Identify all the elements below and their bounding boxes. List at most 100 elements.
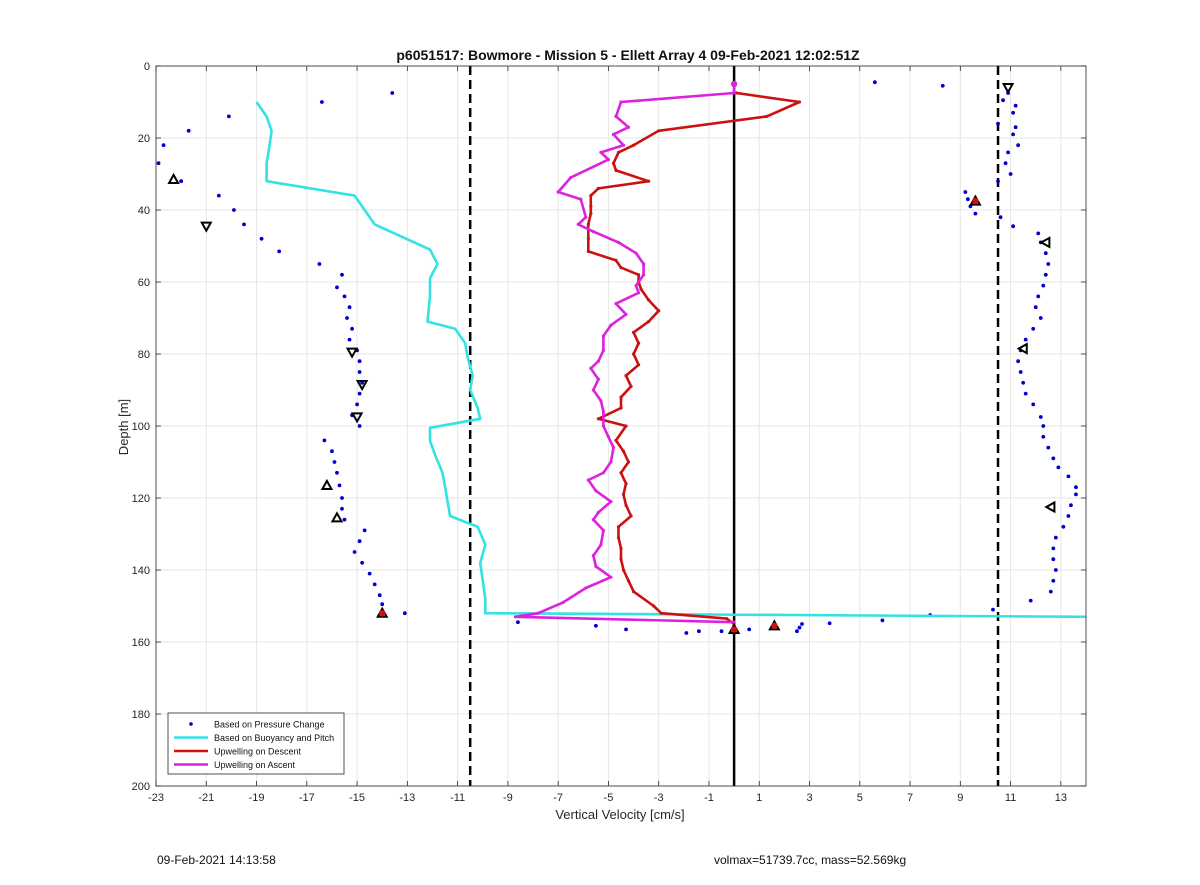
pressure-change-point [161, 143, 166, 148]
series-vertex-2 [797, 100, 802, 104]
pressure-change-point [1074, 485, 1078, 490]
series-vertex-2 [624, 424, 628, 428]
series-vertex-3 [626, 125, 631, 129]
pressure-change-point [1051, 456, 1056, 461]
pressure-change-point [337, 483, 342, 488]
pressure-change-point [1051, 546, 1056, 551]
x-tick-label: -7 [553, 792, 563, 804]
pressure-change-point [355, 402, 359, 407]
series-vertex-2 [647, 320, 651, 324]
y-tick-label: 160 [132, 637, 150, 649]
pressure-change-point [624, 627, 628, 632]
series-vertex-2 [765, 114, 769, 118]
triangle-up-marker [320, 478, 334, 490]
series-vertex-3 [579, 197, 583, 201]
pressure-change-point [1053, 568, 1058, 572]
legend-label: Upwelling on Descent [214, 747, 302, 757]
pressure-change-point [1031, 326, 1036, 331]
pressure-change-point [973, 211, 978, 216]
x-tick-label: 7 [907, 792, 913, 804]
pressure-change-point [1074, 492, 1078, 497]
pressure-change-point [697, 629, 701, 634]
series-vertex-3 [561, 600, 565, 605]
series-vertex-2 [619, 546, 623, 551]
pressure-change-point [516, 620, 520, 625]
pressure-change-point [377, 593, 382, 598]
series-layer [156, 80, 1087, 635]
pressure-change-point [277, 249, 282, 254]
pressure-change-point [335, 470, 339, 475]
pressure-change-point [232, 208, 236, 212]
series-vertex-2 [652, 604, 656, 608]
series-vertex-2 [619, 266, 623, 270]
x-tick-label: 3 [806, 792, 812, 804]
x-tick-label: -13 [399, 792, 415, 804]
x-tick-label: 11 [1005, 792, 1016, 804]
series-vertex-2 [624, 482, 628, 486]
series-vertex-2 [626, 460, 631, 464]
series-vertex-3 [584, 586, 588, 590]
y-tick-label: 120 [132, 493, 150, 505]
pressure-change-point [226, 114, 231, 119]
triangle-left-marker [1044, 500, 1056, 514]
series-vertex-2 [586, 249, 590, 253]
y-tick-label: 20 [138, 133, 150, 145]
series-vertex-3 [591, 230, 595, 234]
x-tick-label: -23 [148, 792, 164, 804]
pressure-change-point [1031, 402, 1036, 407]
highlight-dot-marker [972, 197, 979, 205]
series-vertex-3 [601, 471, 606, 475]
pressure-change-point [367, 571, 372, 576]
series-vertex-2 [647, 298, 651, 302]
series-vertex-2 [614, 438, 618, 442]
series-vertex-3 [634, 251, 638, 255]
marker-layer [167, 80, 1056, 634]
pressure-change-point [1043, 272, 1048, 277]
series-vertex-2 [619, 406, 623, 410]
triangle-down-marker [355, 380, 369, 392]
series-vertex-3 [636, 291, 641, 295]
pressure-change-point [1011, 224, 1016, 229]
series-vertex-3 [599, 150, 603, 154]
pressure-change-point [1028, 598, 1033, 603]
triangle-up-marker [167, 172, 180, 184]
series-vertex-3 [596, 510, 600, 514]
pressure-change-point [1061, 524, 1066, 529]
highlight-dot-marker [379, 610, 386, 617]
legend-swatch [189, 722, 193, 726]
pressure-change-point [963, 190, 968, 194]
pressure-change-point [186, 128, 191, 133]
x-tick-label: 13 [1055, 792, 1067, 804]
series-vertex-2 [629, 384, 633, 388]
pressure-change-point [996, 179, 1000, 184]
pressure-change-point [795, 629, 799, 634]
y-tick-labels: 0 20 40 60 80 100 120 140 160 180 200 [132, 61, 150, 793]
series-vertex-3 [621, 143, 626, 147]
x-tick-label: -17 [299, 792, 315, 804]
series-vertex-2 [621, 449, 626, 453]
series-vertex-3 [584, 215, 588, 219]
pressure-change-point [1038, 415, 1043, 419]
y-tick-label: 180 [132, 709, 150, 721]
y-tick-label: 40 [138, 205, 150, 217]
series-vertex-3 [614, 302, 618, 306]
y-tick-label: 140 [132, 565, 150, 577]
series-vertex-2 [629, 514, 633, 518]
series-vertex-3 [589, 366, 593, 370]
pressure-change-point [342, 294, 347, 299]
y-axis-label: Depth [m] [116, 399, 131, 455]
series-vertex-2 [586, 237, 590, 241]
series-vertex-2 [619, 471, 623, 475]
series-vertex-3 [611, 132, 616, 136]
pressure-change-point [1008, 172, 1013, 176]
pressure-change-point [1033, 305, 1038, 310]
pressure-change-point [1016, 143, 1021, 148]
triangle-up-marker [330, 511, 344, 523]
legend-label: Based on Pressure Change [214, 720, 325, 730]
series-vertex-3 [634, 284, 638, 288]
pressure-change-point [880, 618, 885, 623]
series-vertex-3 [594, 489, 598, 493]
series-line-3 [514, 84, 736, 624]
series-vertex-3 [609, 575, 613, 579]
